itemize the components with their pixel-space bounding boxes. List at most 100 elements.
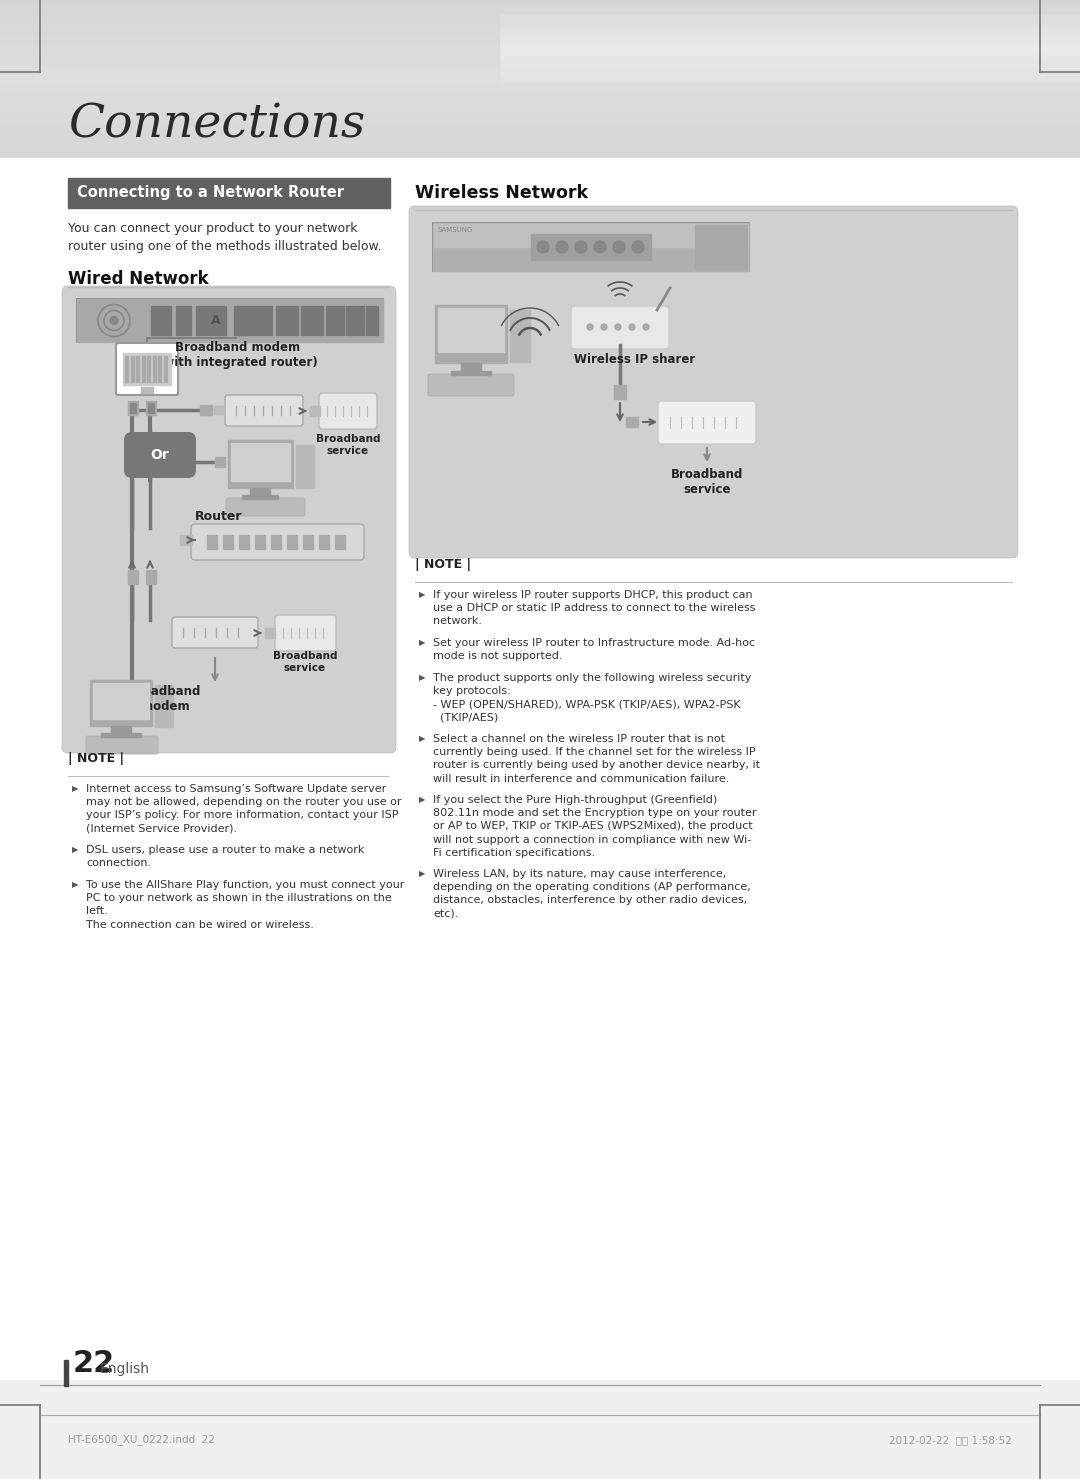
Circle shape bbox=[615, 324, 621, 330]
Bar bbox=[231, 444, 291, 481]
Bar bbox=[432, 222, 750, 272]
Bar bbox=[239, 535, 249, 549]
Bar bbox=[176, 306, 191, 336]
Text: To use the AllShare Play function, you must connect your
PC to your network as s: To use the AllShare Play function, you m… bbox=[86, 880, 404, 930]
FancyBboxPatch shape bbox=[275, 615, 336, 651]
FancyBboxPatch shape bbox=[428, 374, 514, 396]
Text: If you select the Pure High-throughput (Greenfield)
802.11n mode and set the Enc: If you select the Pure High-throughput (… bbox=[433, 796, 756, 858]
Circle shape bbox=[594, 241, 606, 253]
Bar bbox=[129, 569, 138, 584]
Bar bbox=[156, 685, 173, 728]
Bar bbox=[234, 306, 272, 336]
Text: ▶: ▶ bbox=[419, 590, 426, 599]
Circle shape bbox=[556, 241, 568, 253]
Bar bbox=[434, 223, 748, 247]
Bar bbox=[0, 158, 1080, 1479]
Bar bbox=[163, 356, 166, 382]
Text: Wireless Network: Wireless Network bbox=[415, 183, 588, 203]
Circle shape bbox=[588, 324, 593, 330]
Bar bbox=[90, 680, 152, 726]
Text: Connections: Connections bbox=[68, 102, 365, 148]
Bar bbox=[141, 387, 153, 393]
Text: The product supports only the following wireless security
key protocols:
- WEP (: The product supports only the following … bbox=[433, 673, 752, 723]
Text: DSL users, please use a router to make a network
connection.: DSL users, please use a router to make a… bbox=[86, 845, 364, 868]
Bar bbox=[696, 225, 747, 269]
Bar bbox=[433, 223, 750, 271]
Text: ▶: ▶ bbox=[419, 734, 426, 742]
Text: 2012-02-22  오후 1:58:52: 2012-02-22 오후 1:58:52 bbox=[889, 1435, 1012, 1445]
Bar bbox=[123, 353, 171, 385]
Bar bbox=[615, 385, 626, 399]
Bar bbox=[319, 535, 329, 549]
Bar bbox=[146, 569, 156, 584]
Text: A: A bbox=[212, 314, 220, 327]
Text: Set your wireless IP router to Infrastructure mode. Ad-hoc
mode is not supported: Set your wireless IP router to Infrastru… bbox=[433, 637, 755, 661]
Text: | NOTE |: | NOTE | bbox=[68, 751, 124, 765]
Bar bbox=[271, 535, 281, 549]
Bar bbox=[461, 362, 481, 371]
Bar bbox=[129, 401, 138, 416]
Bar bbox=[335, 535, 345, 549]
Bar bbox=[531, 234, 651, 260]
Bar bbox=[64, 1361, 68, 1386]
Text: Wireless IP sharer: Wireless IP sharer bbox=[575, 353, 696, 365]
Bar bbox=[303, 535, 313, 549]
FancyBboxPatch shape bbox=[226, 498, 305, 516]
Text: ▶: ▶ bbox=[72, 880, 79, 889]
Text: ▶: ▶ bbox=[419, 796, 426, 805]
FancyBboxPatch shape bbox=[86, 737, 158, 754]
Text: Broadband
service: Broadband service bbox=[273, 651, 337, 673]
Bar bbox=[296, 445, 314, 488]
Circle shape bbox=[629, 324, 635, 330]
Text: Wireless LAN, by its nature, may cause interference,
depending on the operating : Wireless LAN, by its nature, may cause i… bbox=[433, 870, 751, 918]
Bar bbox=[310, 407, 320, 416]
Bar bbox=[287, 535, 297, 549]
Text: Select a channel on the wireless IP router that is not
currently being used. If : Select a channel on the wireless IP rout… bbox=[433, 734, 760, 784]
Text: 22: 22 bbox=[73, 1349, 116, 1378]
Bar bbox=[136, 356, 139, 382]
Bar bbox=[77, 299, 383, 342]
Bar bbox=[510, 311, 530, 362]
Circle shape bbox=[632, 241, 644, 253]
Text: Broadband modem
(with integrated router): Broadband modem (with integrated router) bbox=[158, 342, 318, 368]
Bar bbox=[346, 306, 364, 336]
Text: Router: Router bbox=[195, 510, 243, 524]
Bar bbox=[180, 535, 192, 544]
Text: | NOTE |: | NOTE | bbox=[415, 558, 471, 571]
Bar bbox=[301, 306, 323, 336]
Text: Wired Network: Wired Network bbox=[68, 271, 208, 288]
Bar bbox=[131, 356, 134, 382]
Circle shape bbox=[537, 241, 549, 253]
Text: Broadband
service: Broadband service bbox=[315, 433, 380, 456]
Bar bbox=[146, 401, 156, 416]
Text: ▶: ▶ bbox=[419, 637, 426, 646]
Bar bbox=[111, 726, 131, 734]
Bar bbox=[242, 495, 278, 498]
Bar bbox=[68, 177, 390, 209]
Circle shape bbox=[110, 317, 118, 324]
Bar bbox=[276, 306, 298, 336]
Bar bbox=[151, 306, 171, 336]
Bar bbox=[130, 402, 136, 413]
Text: ▶: ▶ bbox=[419, 673, 426, 682]
Text: Broadband
service: Broadband service bbox=[671, 467, 743, 495]
Bar bbox=[249, 488, 270, 495]
FancyBboxPatch shape bbox=[658, 401, 756, 444]
Text: HT-E6500_XU_0222.indd  22: HT-E6500_XU_0222.indd 22 bbox=[68, 1435, 215, 1445]
Text: ▶: ▶ bbox=[419, 870, 426, 879]
Bar bbox=[195, 306, 226, 336]
Circle shape bbox=[643, 324, 649, 330]
Bar bbox=[265, 629, 275, 637]
Text: ▶: ▶ bbox=[72, 784, 79, 793]
Text: SAMSUNG: SAMSUNG bbox=[438, 226, 473, 234]
Bar bbox=[214, 407, 224, 414]
Circle shape bbox=[575, 241, 588, 253]
Bar bbox=[141, 356, 145, 382]
Text: ▶: ▶ bbox=[72, 845, 79, 853]
Bar bbox=[93, 683, 149, 719]
Text: Broadband
modem: Broadband modem bbox=[129, 685, 201, 713]
Bar bbox=[0, 1380, 1080, 1479]
Bar bbox=[228, 439, 293, 488]
FancyBboxPatch shape bbox=[225, 395, 303, 426]
FancyBboxPatch shape bbox=[172, 617, 258, 648]
